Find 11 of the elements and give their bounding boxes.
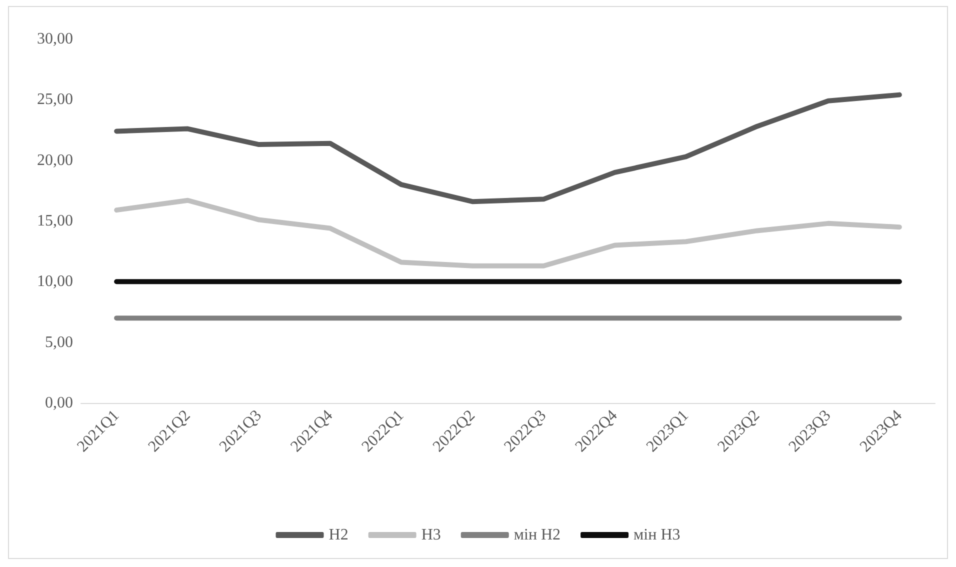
y-tick-label: 5,00 — [45, 334, 73, 351]
legend-label: H2 — [328, 526, 348, 544]
y-tick-label: 15,00 — [37, 212, 73, 230]
y-tick-label: 0,00 — [45, 394, 73, 412]
legend-label: мін H3 — [634, 526, 680, 544]
legend-label: H3 — [421, 526, 441, 544]
y-tick-label: 10,00 — [37, 273, 73, 290]
legend-label: мін H2 — [514, 526, 561, 544]
y-tick-label: 30,00 — [37, 30, 73, 48]
y-tick-label: 20,00 — [37, 152, 73, 169]
y-tick-label: 25,00 — [37, 91, 73, 108]
